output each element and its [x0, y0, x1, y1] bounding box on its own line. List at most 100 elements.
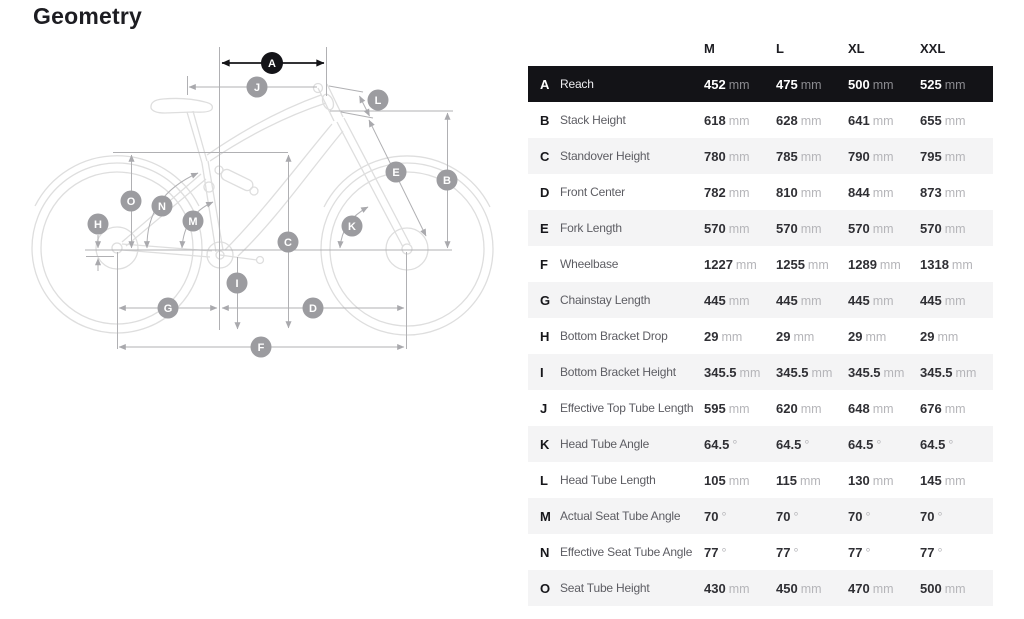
row-name: Head Tube Length [560, 473, 656, 487]
svg-text:K: K [348, 221, 356, 233]
row-name: Stack Height [560, 113, 626, 127]
row-value: 810 mm [776, 184, 822, 200]
table-row-f: F Wheelbase 1227 mm 1255 mm 1289 mm 1318 mm [528, 246, 993, 282]
row-value: 525 mm [920, 76, 966, 92]
row-letter: B [540, 112, 550, 128]
table-row-m: M Actual Seat Tube Angle 70 ° 70 ° 70 ° 70 ° [528, 498, 993, 534]
row-value: 445 mm [848, 292, 894, 308]
row-letter: C [540, 148, 550, 164]
row-value: 1255 mm [776, 256, 829, 272]
row-value: 77 ° [920, 544, 943, 560]
row-letter: J [540, 400, 548, 416]
row-value: 77 ° [848, 544, 871, 560]
table-row-c: C Standover Height 780 mm 785 mm 790 mm 795 mm [528, 138, 993, 174]
row-value: 795 mm [920, 148, 966, 164]
col-header-l: L [776, 40, 784, 56]
table-row-b: B Stack Height 618 mm 628 mm 641 mm 655 mm [528, 102, 993, 138]
table-body: A Reach 452 mm 475 mm 500 mm 525 mm B Stack Height 6… [528, 66, 993, 606]
table-header: M L XL XXL [528, 30, 993, 66]
row-letter: F [540, 256, 548, 272]
row-value: 64.5 ° [848, 436, 882, 452]
row-value: 29 mm [704, 328, 743, 344]
row-value: 790 mm [848, 148, 894, 164]
row-name: Front Center [560, 185, 625, 199]
geometry-table: M L XL XXL A Reach 452 mm 475 mm 500 mm 525 mm B St… [528, 30, 993, 606]
row-value: 570 mm [920, 220, 966, 236]
svg-text:E: E [392, 167, 399, 179]
svg-text:I: I [235, 278, 238, 290]
table-row-k: K Head Tube Angle 64.5 ° 64.5 ° 64.5 ° 64.5 ° [528, 426, 993, 462]
diagram-label-d: D [302, 297, 324, 319]
row-value: 620 mm [776, 400, 822, 416]
row-value: 641 mm [848, 112, 894, 128]
row-letter: H [540, 328, 550, 344]
row-value: 475 mm [776, 76, 822, 92]
table-row-g: G Chainstay Length 445 mm 445 mm 445 mm 445 mm [528, 282, 993, 318]
row-value: 430 mm [704, 580, 750, 596]
row-name: Actual Seat Tube Angle [560, 509, 681, 523]
row-letter: I [540, 364, 544, 380]
row-value: 450 mm [776, 580, 822, 596]
row-letter: K [540, 436, 550, 452]
diagram-label-o: O [120, 190, 142, 212]
row-letter: L [540, 472, 548, 488]
row-value: 500 mm [848, 76, 894, 92]
row-value: 345.5 mm [848, 364, 905, 380]
diagram-label-h: H [87, 213, 109, 235]
diagram-label-k: K [341, 215, 363, 237]
row-value: 145 mm [920, 472, 966, 488]
row-value: 64.5 ° [776, 436, 810, 452]
table-row-a: A Reach 452 mm 475 mm 500 mm 525 mm [528, 66, 993, 102]
svg-text:O: O [127, 196, 136, 208]
row-value: 1318 mm [920, 256, 973, 272]
row-name: Fork Length [560, 221, 622, 235]
svg-text:H: H [94, 219, 102, 231]
row-name: Effective Top Tube Length [560, 401, 694, 415]
row-value: 70 ° [848, 508, 871, 524]
svg-text:F: F [258, 342, 265, 354]
row-value: 618 mm [704, 112, 750, 128]
row-value: 470 mm [848, 580, 894, 596]
table-row-h: H Bottom Bracket Drop 29 mm 29 mm 29 mm 29 mm [528, 318, 993, 354]
diagram-label-e: E [385, 161, 407, 183]
row-value: 345.5 mm [704, 364, 761, 380]
row-name: Wheelbase [560, 257, 619, 271]
row-name: Bottom Bracket Drop [560, 329, 668, 343]
svg-text:N: N [158, 201, 166, 213]
diagram-label-b: B [436, 169, 458, 191]
row-value: 115 mm [776, 472, 821, 488]
svg-text:C: C [284, 237, 292, 249]
row-value: 105 mm [704, 472, 750, 488]
row-letter: E [540, 220, 549, 236]
diagram-label-n: N [151, 195, 173, 217]
row-value: 1227 mm [704, 256, 757, 272]
row-value: 29 mm [920, 328, 959, 344]
row-name: Effective Seat Tube Angle [560, 545, 693, 559]
row-value: 628 mm [776, 112, 822, 128]
row-value: 570 mm [704, 220, 750, 236]
row-value: 873 mm [920, 184, 966, 200]
row-value: 655 mm [920, 112, 966, 128]
row-letter: A [540, 76, 550, 92]
svg-text:D: D [309, 303, 317, 315]
row-value: 70 ° [776, 508, 799, 524]
col-header-xl: XL [848, 40, 865, 56]
diagram-label-a: A [261, 52, 283, 74]
row-letter: D [540, 184, 550, 200]
bike-illustration [31, 82, 494, 336]
row-value: 70 ° [920, 508, 943, 524]
row-value: 780 mm [704, 148, 750, 164]
row-value: 595 mm [704, 400, 750, 416]
table-row-e: E Fork Length 570 mm 570 mm 570 mm 570 mm [528, 210, 993, 246]
row-value: 676 mm [920, 400, 966, 416]
row-value: 345.5 mm [920, 364, 977, 380]
row-value: 782 mm [704, 184, 750, 200]
row-value: 844 mm [848, 184, 894, 200]
row-value: 445 mm [704, 292, 750, 308]
row-value: 648 mm [848, 400, 894, 416]
row-value: 29 mm [848, 328, 887, 344]
diagram-label-j: J [246, 76, 268, 98]
svg-text:M: M [188, 216, 197, 228]
table-row-o: O Seat Tube Height 430 mm 450 mm 470 mm 500 mm [528, 570, 993, 606]
row-letter: O [540, 580, 551, 596]
